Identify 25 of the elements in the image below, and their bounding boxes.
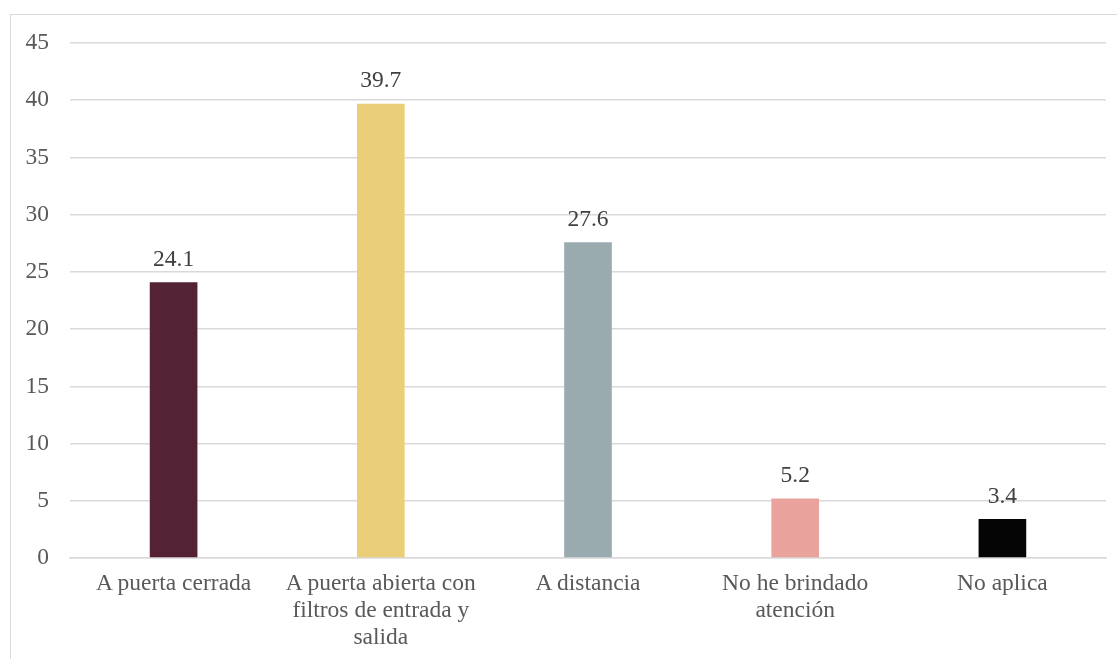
y-tick-label: 0 bbox=[37, 543, 49, 570]
bar bbox=[771, 498, 820, 558]
y-tick-label: 35 bbox=[25, 142, 49, 169]
y-tick-label: 30 bbox=[25, 199, 49, 226]
y-tick-label: 25 bbox=[25, 257, 49, 284]
data-label: 39.7 bbox=[360, 66, 402, 93]
data-label: 27.6 bbox=[567, 204, 609, 231]
y-tick-label: 20 bbox=[25, 314, 49, 341]
y-tick-label: 5 bbox=[37, 485, 49, 512]
y-tick-label: 45 bbox=[25, 28, 49, 55]
x-tick-label: A puerta cerrada bbox=[95, 568, 252, 595]
bar bbox=[356, 103, 405, 558]
bar bbox=[978, 519, 1027, 558]
data-label: 3.4 bbox=[987, 481, 1018, 508]
y-tick-label: 10 bbox=[25, 428, 49, 455]
x-tick-label: No he brindado atención bbox=[722, 568, 869, 622]
data-label: 5.2 bbox=[780, 460, 810, 487]
x-tick-label: A distancia bbox=[535, 568, 642, 595]
y-tick-label: 40 bbox=[25, 85, 49, 112]
bar bbox=[564, 242, 612, 558]
y-tick-label: 15 bbox=[25, 371, 49, 398]
data-label: 24.1 bbox=[153, 244, 195, 271]
bar bbox=[149, 282, 198, 558]
x-tick-label: No aplica bbox=[957, 568, 1049, 595]
x-tick-label: A puerta abierta con filtros de entrada y salida bbox=[285, 568, 476, 649]
